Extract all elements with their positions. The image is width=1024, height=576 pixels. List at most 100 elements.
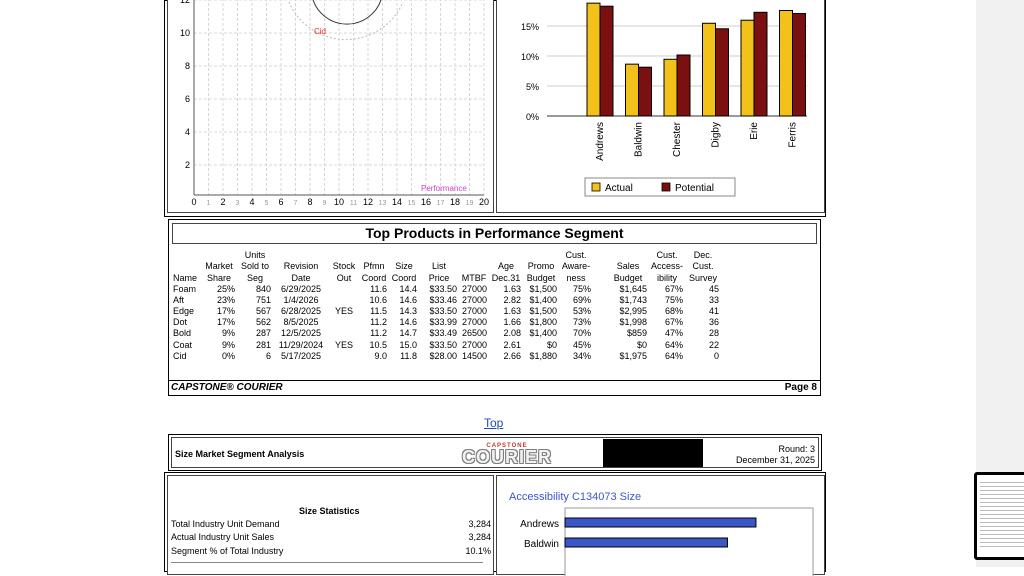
top-products-title: Top Products in Performance Segment [365, 225, 624, 241]
table-cell: 14.3 [399, 306, 417, 317]
column-header: Dec. [693, 250, 713, 261]
column-header [359, 250, 389, 261]
y-tick-label: 6 [185, 94, 190, 104]
table-cell: 14.4 [399, 283, 417, 294]
table-row: Coat 9% 281 11/29/2024 YES 10.5 15.0 $33.50 2700… [171, 340, 721, 351]
column-header: Units [244, 250, 266, 261]
table-cell [593, 306, 607, 317]
table-cell: $1,645 [619, 283, 647, 294]
column-header: Sales [616, 261, 640, 272]
table-cell: YES [334, 306, 353, 317]
category-label: Andrews [595, 122, 606, 161]
cid-label: Cid [314, 27, 326, 36]
page-thumbnail[interactable] [974, 472, 1024, 560]
table-cell: 73% [572, 317, 591, 328]
bar-potential-erie [753, 11, 768, 117]
top-link[interactable]: Top [484, 416, 504, 430]
column-header: Budget [613, 272, 643, 283]
acc-bar-andrews [564, 517, 757, 528]
x-tick-label: 0 [191, 197, 196, 207]
table-cell [593, 284, 607, 295]
table-cell: 69% [572, 294, 591, 305]
bar-potential-baldwin [638, 66, 652, 117]
column-header: Pfmn [363, 261, 385, 272]
table-cell: 1/4/2026 [283, 294, 319, 305]
table-cell: $33.46 [429, 294, 457, 305]
logo-main: COURIER [461, 447, 552, 467]
table-cell: Bold [173, 328, 192, 339]
chart-legend: Actual Potential [584, 177, 736, 197]
accessibility-chart-panel: Accessibility C134073 Size Andrews Baldwi… [496, 475, 825, 576]
y-tick-label: 10 [180, 28, 190, 38]
table-cell: 6 [265, 350, 271, 361]
table-cell [329, 295, 359, 306]
table-cell [593, 328, 607, 339]
table-cell: 10.5 [369, 339, 387, 350]
thumbnail-lines [980, 479, 1024, 549]
legend-potential-label: Potential [675, 183, 714, 194]
x-tick-label: 19 [466, 200, 474, 207]
column-header: Cust. [656, 250, 678, 261]
x-tick-label: 16 [421, 197, 431, 207]
table-cell: 11.5 [370, 306, 387, 317]
table-cell: 27000 [461, 317, 487, 328]
table-cell: 75% [665, 294, 684, 305]
legend-actual-swatch [591, 182, 601, 192]
table-cell [593, 340, 607, 351]
bar-y-tick-label: 5% [526, 82, 539, 92]
column-header: Dec.31 [491, 272, 521, 283]
table-cell: 67% [665, 317, 684, 328]
size-header: Size Market Segment Analysis CAPSTONE CO… [168, 434, 822, 471]
column-header [329, 250, 359, 261]
acc-bar-label: Andrews [520, 519, 559, 530]
column-header [459, 261, 489, 272]
acc-bar-label: Baldwin [524, 539, 559, 550]
bar-potential-digby [715, 28, 729, 117]
table-cell: 0% [221, 350, 235, 361]
top-products-title-box: Top Products in Performance Segment [172, 223, 817, 244]
table-cell [329, 351, 359, 362]
column-header: Name [173, 272, 198, 283]
bar-potential-chester [676, 54, 691, 117]
accessibility-bar-chart: Andrews Baldwin [520, 507, 814, 576]
column-header: Budget [526, 272, 556, 283]
column-header: Cust. [692, 261, 714, 272]
bar-actual-andrews [586, 2, 601, 117]
column-header: Out [336, 272, 352, 283]
perceptual-map-panel: 0 1 2 3 4 5 6 7 8 9 10 11 12 13 14 15 16 17 18 19 20 12 10 8 6 4 2… [167, 0, 494, 213]
table-cell: 9% [221, 328, 235, 339]
top-products-frame: Top Products in Performance Segment Unit… [168, 219, 821, 396]
table-cell: 5/17/2025 [280, 350, 322, 361]
column-header [419, 250, 459, 261]
size-segment-title: Size Market Segment Analysis [175, 449, 305, 459]
page-number: Page 8 [784, 382, 817, 393]
table-cell: 840 [255, 283, 271, 294]
capstone-logo: CAPSTONE COURIER [457, 443, 557, 466]
table-cell: 6/28/2025 [280, 306, 322, 317]
bar-actual-digby [702, 22, 716, 117]
category-label: Baldwin [634, 122, 645, 157]
upper-chart-frame: 0 1 2 3 4 5 6 7 8 9 10 11 12 13 14 15 16 17 18 19 20 12 10 8 6 4 2… [164, 0, 826, 217]
column-header: Promo [527, 261, 555, 272]
table-cell: 15.0 [399, 339, 417, 350]
table-cell: $33.50 [429, 339, 457, 350]
table-cell [329, 284, 359, 295]
column-header: Market [205, 261, 233, 272]
table-cell: 27000 [461, 283, 487, 294]
bar-actual-erie [740, 19, 755, 117]
table-cell: $33.99 [429, 317, 457, 328]
stat-label: Total Industry Unit Demand [171, 519, 280, 529]
stat-row-percent: Segment % of Total Industry 10.1% [171, 546, 491, 556]
table-cell: 27000 [461, 294, 487, 305]
bar-y-tick-label: 0% [526, 112, 539, 122]
x-tick-label: 7 [294, 200, 298, 207]
table-cell: 9.0 [374, 350, 387, 361]
table-cell: 14.6 [399, 294, 417, 305]
table-cell: $2,995 [619, 306, 647, 317]
category-label: Chester [672, 121, 683, 157]
market-share-bar-chart: 15% 10% 5% 0% Andrews Baldwin Chester Digby Erie… [521, 2, 807, 197]
table-cell: 281 [255, 339, 271, 350]
bar-y-tick-label: 15% [521, 22, 539, 32]
column-header: Aware- [561, 261, 591, 272]
table-cell: $1,500 [529, 306, 557, 317]
